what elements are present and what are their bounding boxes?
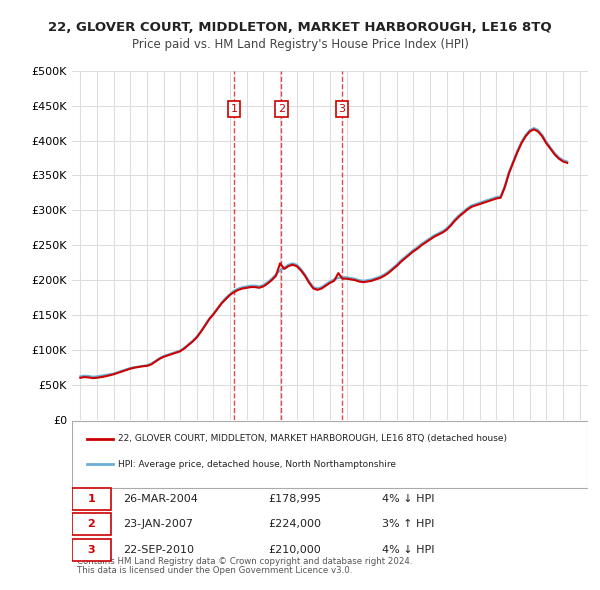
Text: £210,000: £210,000 [268, 545, 321, 555]
Text: 3% ↑ HPI: 3% ↑ HPI [382, 519, 434, 529]
Text: 2: 2 [87, 519, 95, 529]
Text: 22-SEP-2010: 22-SEP-2010 [124, 545, 194, 555]
Text: 22, GLOVER COURT, MIDDLETON, MARKET HARBOROUGH, LE16 8TQ: 22, GLOVER COURT, MIDDLETON, MARKET HARB… [48, 21, 552, 34]
Text: 22, GLOVER COURT, MIDDLETON, MARKET HARBOROUGH, LE16 8TQ (detached house): 22, GLOVER COURT, MIDDLETON, MARKET HARB… [118, 434, 508, 443]
Text: £224,000: £224,000 [268, 519, 321, 529]
Text: 4% ↓ HPI: 4% ↓ HPI [382, 545, 434, 555]
Text: £178,995: £178,995 [268, 494, 321, 504]
Text: 26-MAR-2004: 26-MAR-2004 [124, 494, 199, 504]
FancyBboxPatch shape [72, 421, 588, 488]
Text: 3: 3 [338, 104, 346, 114]
Text: Price paid vs. HM Land Registry's House Price Index (HPI): Price paid vs. HM Land Registry's House … [131, 38, 469, 51]
Text: 1: 1 [87, 494, 95, 504]
FancyBboxPatch shape [72, 488, 110, 510]
Text: 1: 1 [230, 104, 238, 114]
Text: 3: 3 [87, 545, 95, 555]
Text: HPI: Average price, detached house, North Northamptonshire: HPI: Average price, detached house, Nort… [118, 460, 397, 468]
Text: 23-JAN-2007: 23-JAN-2007 [124, 519, 194, 529]
FancyBboxPatch shape [72, 539, 110, 560]
Text: Contains HM Land Registry data © Crown copyright and database right 2024.: Contains HM Land Registry data © Crown c… [77, 557, 413, 566]
FancyBboxPatch shape [72, 513, 110, 535]
Text: 2: 2 [278, 104, 285, 114]
Text: This data is licensed under the Open Government Licence v3.0.: This data is licensed under the Open Gov… [77, 566, 353, 575]
Text: 4% ↓ HPI: 4% ↓ HPI [382, 494, 434, 504]
